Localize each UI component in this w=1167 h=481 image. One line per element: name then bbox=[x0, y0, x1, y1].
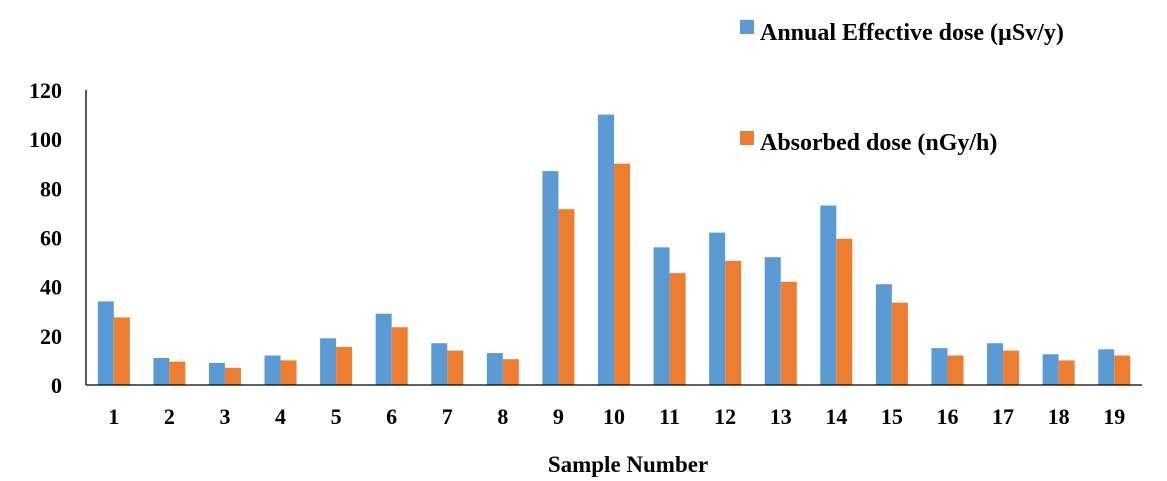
bar-absorbed-dose bbox=[224, 367, 241, 385]
bar-annual-effective-dose bbox=[709, 232, 726, 385]
x-tick-label: 17 bbox=[992, 404, 1014, 429]
x-tick-label: 16 bbox=[936, 404, 958, 429]
bar-annual-effective-dose bbox=[764, 257, 781, 385]
bar-annual-effective-dose bbox=[987, 343, 1004, 385]
x-axis-title: Sample Number bbox=[548, 452, 708, 477]
bar-absorbed-dose bbox=[113, 317, 130, 385]
legend-swatch-annual-effective-dose bbox=[740, 20, 754, 34]
bar-absorbed-dose bbox=[891, 302, 908, 385]
x-tick-label: 5 bbox=[331, 404, 342, 429]
x-tick-label: 3 bbox=[219, 404, 230, 429]
x-tick-label: 12 bbox=[714, 404, 736, 429]
y-tick-label: 120 bbox=[29, 78, 62, 103]
legend: Annual Effective dose (µSv/y) Absorbed d… bbox=[740, 20, 1064, 156]
x-tick-label: 6 bbox=[386, 404, 397, 429]
bar-absorbed-dose bbox=[1058, 360, 1075, 385]
bar-annual-effective-dose bbox=[653, 247, 670, 385]
bar-annual-effective-dose bbox=[153, 357, 170, 385]
bar-annual-effective-dose bbox=[431, 343, 448, 385]
bar-absorbed-dose bbox=[725, 260, 742, 385]
y-tick-label: 80 bbox=[40, 176, 62, 201]
bar-absorbed-dose bbox=[169, 361, 186, 385]
x-tick-label: 14 bbox=[825, 404, 847, 429]
x-tick-label: 19 bbox=[1103, 404, 1125, 429]
bar-absorbed-dose bbox=[669, 273, 686, 385]
legend-label-annual-effective-dose: Annual Effective dose (µSv/y) bbox=[760, 20, 1064, 46]
bar-absorbed-dose bbox=[614, 163, 630, 385]
bars bbox=[97, 114, 1131, 385]
bar-absorbed-dose bbox=[947, 355, 964, 385]
x-tick-label: 1 bbox=[108, 404, 119, 429]
bar-absorbed-dose bbox=[558, 209, 575, 385]
x-tick-label: 2 bbox=[164, 404, 175, 429]
bar-absorbed-dose bbox=[836, 238, 853, 385]
bar-annual-effective-dose bbox=[875, 284, 892, 385]
bar-annual-effective-dose bbox=[486, 353, 503, 385]
bar-annual-effective-dose bbox=[1042, 354, 1059, 385]
x-tick-label: 15 bbox=[881, 404, 903, 429]
y-tick-label: 20 bbox=[40, 324, 62, 349]
bar-absorbed-dose bbox=[1114, 355, 1131, 385]
x-tick-label: 11 bbox=[659, 404, 680, 429]
bar-absorbed-dose bbox=[391, 327, 408, 385]
x-tick-label: 18 bbox=[1048, 404, 1070, 429]
x-tick-label: 4 bbox=[275, 404, 286, 429]
bar-absorbed-dose bbox=[447, 350, 464, 385]
legend-swatch-absorbed-dose bbox=[740, 131, 754, 145]
x-tick-label: 10 bbox=[603, 404, 625, 429]
x-tick-label: 9 bbox=[553, 404, 564, 429]
bar-annual-effective-dose bbox=[542, 171, 559, 385]
bar-annual-effective-dose bbox=[598, 114, 614, 385]
y-tick-label: 100 bbox=[29, 127, 62, 152]
bar-absorbed-dose bbox=[336, 346, 353, 385]
x-axis-tick-labels: 1 2 3 4 5 6 7 8 9 10 11 12 13 14 15 16 17 18 19 bbox=[108, 404, 1125, 429]
y-tick-label: 40 bbox=[40, 275, 62, 300]
y-tick-label: 0 bbox=[51, 373, 62, 398]
y-axis-tick-labels: 0 20 40 60 80 100 120 bbox=[29, 78, 62, 398]
bar-annual-effective-dose bbox=[820, 205, 837, 385]
bar-absorbed-dose bbox=[502, 359, 519, 385]
x-tick-label: 8 bbox=[497, 404, 508, 429]
bar-annual-effective-dose bbox=[320, 338, 337, 385]
bar-annual-effective-dose bbox=[264, 355, 281, 385]
bar-annual-effective-dose bbox=[208, 362, 225, 385]
x-tick-label: 13 bbox=[770, 404, 792, 429]
bar-annual-effective-dose bbox=[1098, 349, 1115, 385]
x-tick-label: 7 bbox=[442, 404, 453, 429]
bar-absorbed-dose bbox=[280, 360, 297, 385]
bar-annual-effective-dose bbox=[97, 301, 114, 385]
bar-absorbed-dose bbox=[1003, 350, 1020, 385]
y-tick-label: 60 bbox=[40, 226, 62, 251]
bar-annual-effective-dose bbox=[931, 348, 948, 385]
bar-annual-effective-dose bbox=[375, 313, 392, 385]
legend-label-absorbed-dose: Absorbed dose (nGy/h) bbox=[760, 130, 997, 156]
bar-absorbed-dose bbox=[780, 281, 797, 385]
